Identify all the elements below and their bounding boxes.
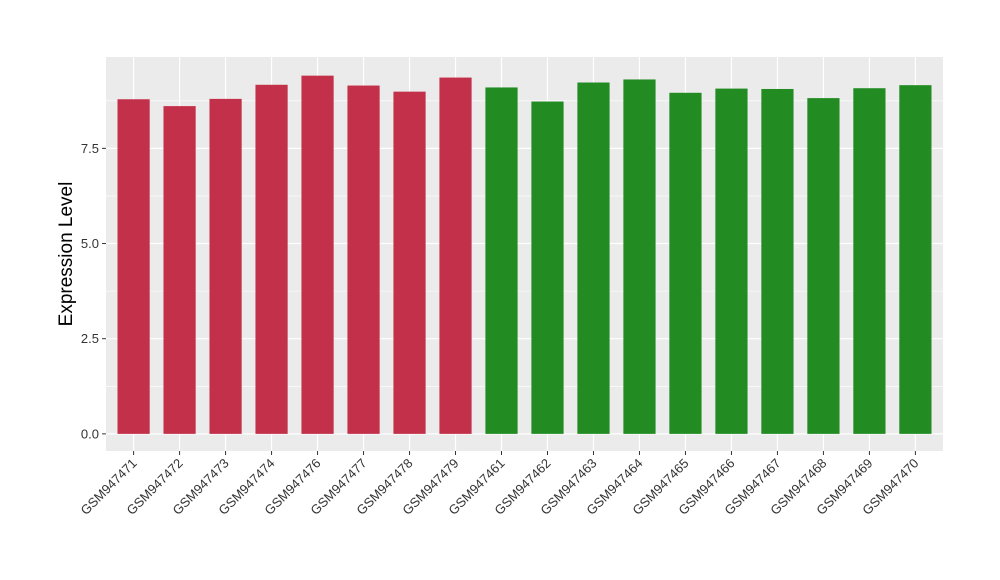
bar-GSM947469 [853, 88, 886, 434]
bar-GSM947479 [439, 77, 472, 434]
bar-GSM947470 [899, 85, 932, 434]
bar-GSM947477 [347, 85, 380, 434]
bar-GSM947465 [669, 92, 702, 434]
y-tick-label: 5.0 [81, 236, 99, 251]
bar-GSM947466 [715, 88, 748, 434]
y-tick-label: 7.5 [81, 141, 99, 156]
bar-GSM947461 [485, 87, 518, 434]
bar-GSM947472 [163, 106, 196, 434]
bar-GSM947464 [623, 79, 656, 434]
bar-GSM947462 [531, 101, 564, 434]
y-axis-title: Expression Level [56, 182, 77, 327]
bar-GSM947478 [393, 91, 426, 434]
y-axis: 0.0 2.5 5.0 7.5 [81, 141, 106, 441]
y-tick-label: 2.5 [81, 331, 99, 346]
bar-GSM947467 [761, 88, 794, 434]
plot-panel [106, 57, 943, 451]
bar-GSM947474 [255, 84, 288, 434]
bar-GSM947468 [807, 98, 840, 434]
bar-GSM947473 [209, 98, 242, 434]
bar-GSM947476 [301, 75, 334, 434]
y-tick-label: 0.0 [81, 426, 99, 441]
bar-GSM947471 [117, 99, 150, 434]
x-axis: GSM947471GSM947472GSM947473GSM947474GSM9… [77, 451, 922, 518]
bar-GSM947463 [577, 82, 610, 434]
bars [117, 75, 932, 434]
